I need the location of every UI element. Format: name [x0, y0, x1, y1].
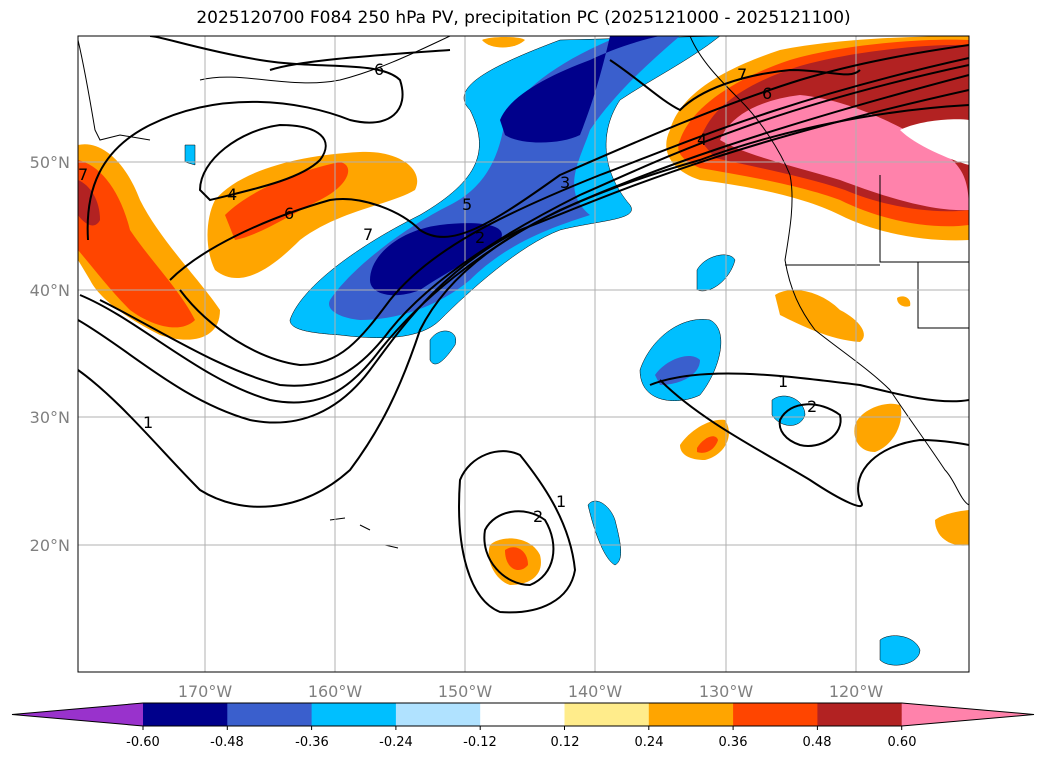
lon-tick: 140°W — [568, 682, 623, 701]
lon-tick: 170°W — [178, 682, 233, 701]
contour-label: 1 — [556, 492, 566, 511]
contour-label: 6 — [284, 204, 294, 223]
precip-white-hole — [900, 119, 969, 165]
precip-blob — [587, 500, 621, 566]
contour-label: 6 — [762, 84, 772, 103]
colorbar-tick-label: -0.24 — [379, 735, 413, 750]
lon-ticks: 170°W 160°W 150°W 140°W 130°W 120°W — [178, 682, 884, 701]
precip-blob — [505, 547, 528, 570]
colorbar-segment — [311, 703, 397, 726]
chart-title: 2025120700 F084 250 hPa PV, precipitatio… — [196, 8, 851, 28]
pv-contours — [78, 36, 969, 614]
precip-blob — [879, 635, 921, 666]
colorbar-segment — [817, 703, 903, 726]
colorbar-segment — [227, 703, 313, 726]
colorbar-extend-max — [901, 703, 1034, 726]
contour-label: 7 — [737, 65, 747, 84]
lat-ticks: 50°N 40°N 30°N 20°N — [30, 153, 70, 555]
precip-navy-core-1 — [370, 223, 502, 296]
lon-tick: 160°W — [308, 682, 363, 701]
contour-labels: 1 1 1 2 2 2 3 4 4 5 6 6 6 7 7 7 — [78, 60, 817, 526]
precip-positive — [78, 36, 969, 585]
colorbar-tick-label: -0.48 — [210, 735, 244, 750]
colorbar-tick-label: 0.36 — [719, 735, 748, 750]
contour-label: 2 — [475, 228, 485, 247]
precip-red-mid — [225, 162, 349, 240]
map-area: 1 1 1 2 2 2 3 4 4 5 6 6 6 7 7 7 — [78, 36, 969, 672]
colorbar-tick-label: 0.60 — [888, 735, 917, 750]
contour-label: 7 — [363, 225, 373, 244]
precip-blob — [775, 290, 864, 342]
precip-negative — [184, 36, 921, 666]
contour-label: 3 — [560, 173, 570, 192]
contour-label: 7 — [78, 165, 88, 184]
contour-label: 2 — [807, 397, 817, 416]
colorbar-segment — [648, 703, 734, 726]
contour-label: 1 — [778, 372, 788, 391]
precip-blob — [184, 144, 196, 166]
colorbar — [11, 702, 1035, 730]
map-frame — [77, 35, 970, 673]
lon-tick: 120°W — [829, 682, 884, 701]
lon-tick: 130°W — [699, 682, 754, 701]
lat-tick: 40°N — [30, 281, 70, 300]
colorbar-tick-label: 0.24 — [635, 735, 664, 750]
precip-blob — [697, 436, 718, 453]
lat-tick: 30°N — [30, 408, 70, 427]
colorbar-tick-labels: -0.60 -0.48 -0.36 -0.24 -0.12 0.12 0.24 … — [126, 735, 916, 750]
precip-blob — [935, 510, 969, 546]
colorbar-tick-label: 0.12 — [551, 735, 580, 750]
precip-pink-ne — [720, 95, 969, 211]
colorbar-tick-label: -0.12 — [463, 735, 497, 750]
precip-orange-mid — [207, 151, 418, 279]
lat-tick: 20°N — [30, 536, 70, 555]
colorbar-segment — [564, 703, 650, 726]
colorbar-segment — [143, 703, 228, 726]
colorbar-extend-min — [12, 703, 143, 726]
contour-label: 4 — [697, 130, 707, 149]
colorbar-segment — [395, 703, 481, 726]
precip-blob — [655, 355, 700, 385]
colorbar-tick-label: -0.36 — [295, 735, 329, 750]
colorbar-segment — [480, 703, 565, 726]
precip-blob — [854, 403, 902, 452]
colorbar-tick-label: 0.48 — [803, 735, 832, 750]
colorbar-segment — [733, 703, 818, 726]
colorbar-tick-label: -0.60 — [126, 735, 160, 750]
lat-tick: 50°N — [30, 153, 70, 172]
contour-label: 5 — [462, 195, 472, 214]
contour-label: 1 — [143, 413, 153, 432]
lon-tick: 150°W — [438, 682, 493, 701]
precip-blob — [429, 330, 457, 365]
contour-label: 2 — [533, 507, 543, 526]
precip-blob — [482, 37, 525, 48]
precip-blob — [897, 296, 911, 307]
precip-red-west — [78, 160, 195, 328]
gridlines — [78, 36, 969, 672]
contour-label: 6 — [374, 60, 384, 79]
contour-label: 4 — [227, 185, 237, 204]
precip-navy-core-2 — [500, 36, 660, 143]
